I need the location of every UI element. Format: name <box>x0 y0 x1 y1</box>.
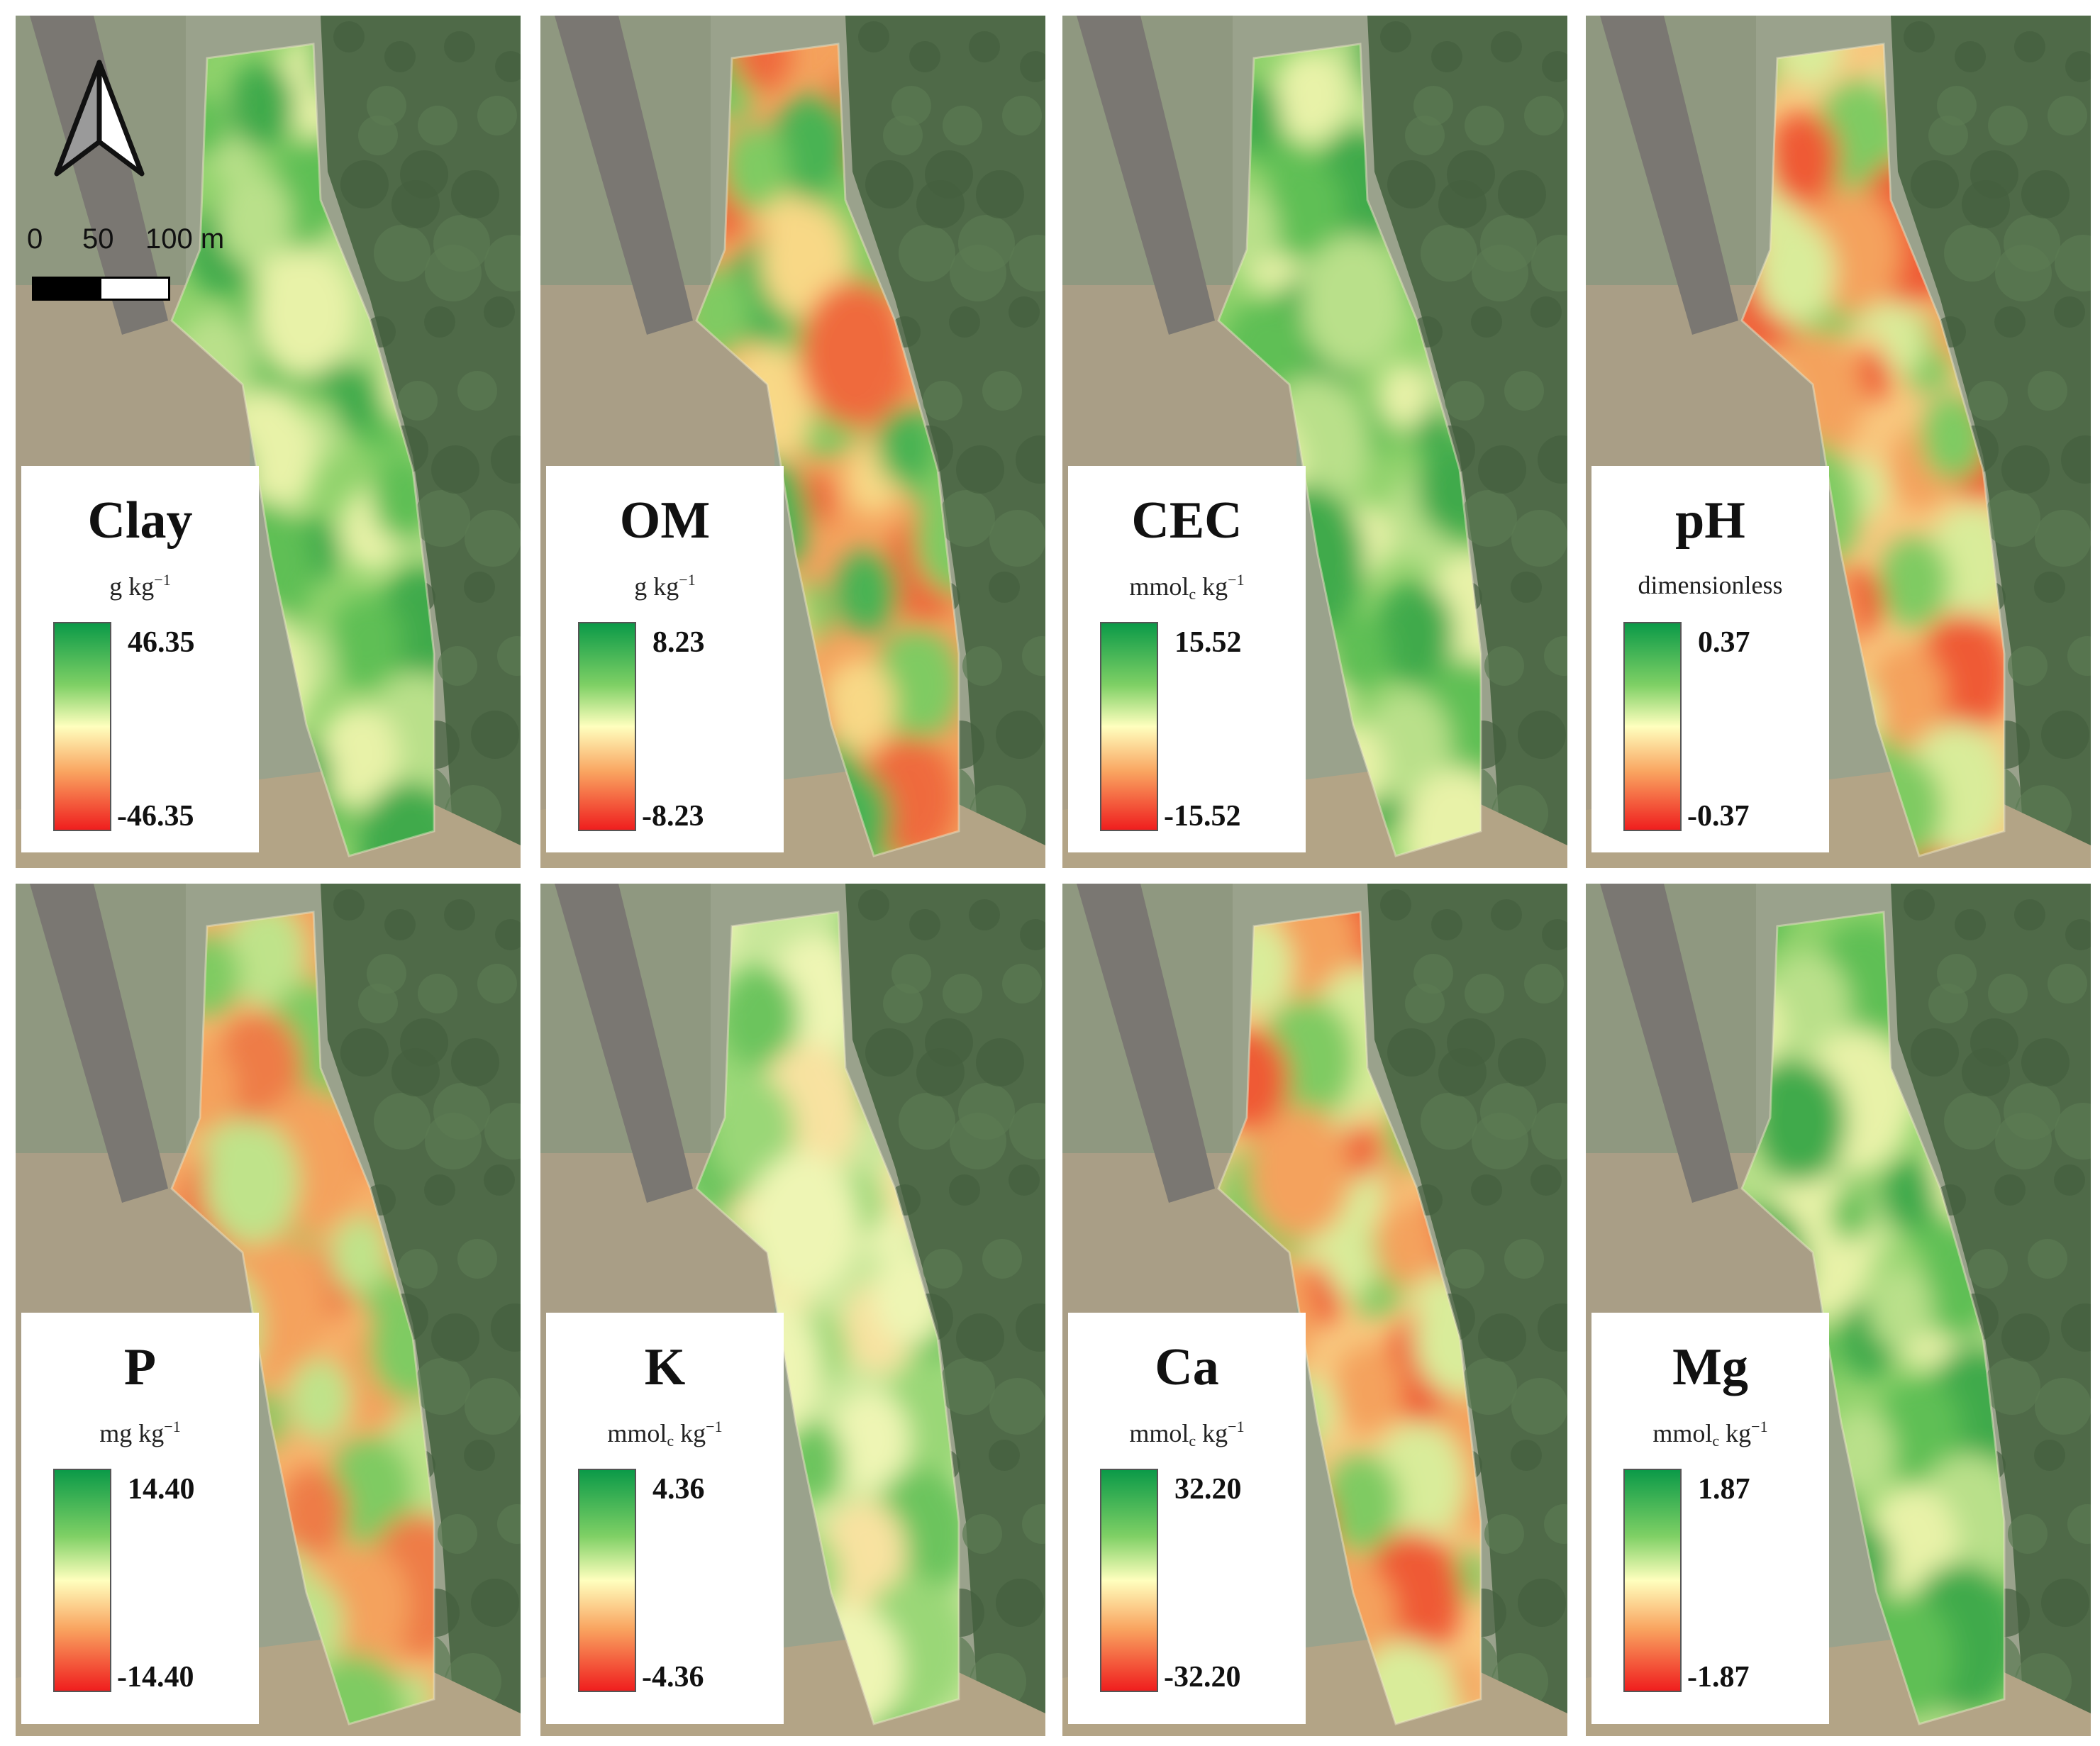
legend-max-value: 4.36 <box>652 1473 705 1506</box>
field-boundary <box>170 911 435 1725</box>
legend-title: Ca <box>1155 1338 1219 1396</box>
legend-ca: Ca mmolc kg−1 32.20 -32.20 <box>1068 1313 1306 1724</box>
legend-max-value: 0.37 <box>1698 626 1750 659</box>
field-boundary <box>695 43 960 857</box>
scale-bar-black-segment <box>34 279 101 299</box>
legend-color-ramp <box>1623 622 1682 831</box>
legend-min-value: -4.36 <box>642 1661 704 1694</box>
legend-title: Clay <box>87 491 193 550</box>
field-boundary <box>1740 911 2006 1725</box>
legend-clay: Clay g kg−1 46.35 -46.35 <box>21 466 259 852</box>
map-panel-ph: pH dimensionless 0.37 -0.37 <box>1586 16 2091 868</box>
legend-cec: CEC mmolc kg−1 15.52 -15.52 <box>1068 466 1306 852</box>
map-panel-om: OM g kg−1 8.23 -8.23 <box>540 16 1045 868</box>
field-boundary <box>1217 911 1482 1725</box>
legend-unit: mmolc kg−1 <box>1129 571 1245 603</box>
legend-max-value: 15.52 <box>1174 626 1242 659</box>
legend-min-value: -8.23 <box>642 800 704 833</box>
map-panel-clay: Clay g kg−1 46.35 -46.35 <box>16 16 521 868</box>
legend-color-ramp <box>1623 1469 1682 1692</box>
legend-max-value: 46.35 <box>128 626 195 659</box>
legend-color-ramp <box>53 1469 111 1692</box>
legend-min-value: -32.20 <box>1164 1661 1241 1694</box>
field-boundary <box>1740 43 2006 857</box>
field-boundary <box>1217 43 1482 857</box>
runway <box>1600 16 1738 335</box>
scale-bar-labels: 0 50 100 m <box>21 223 255 259</box>
legend-unit: mmolc kg−1 <box>1652 1418 1768 1450</box>
scale-label-50: 50 <box>82 223 114 255</box>
legend-unit: mg kg−1 <box>99 1418 181 1447</box>
runway <box>1077 16 1215 335</box>
scale-label-0: 0 <box>27 223 43 255</box>
legend-title: OM <box>619 491 711 550</box>
legend-color-ramp <box>578 1469 636 1692</box>
legend-min-value: -1.87 <box>1687 1661 1750 1694</box>
legend-unit: g kg−1 <box>109 571 171 601</box>
legend-color-ramp <box>53 622 111 831</box>
legend-ph: pH dimensionless 0.37 -0.37 <box>1591 466 1829 852</box>
legend-mg: Mg mmolc kg−1 1.87 -1.87 <box>1591 1313 1829 1724</box>
runway <box>555 16 693 335</box>
legend-min-value: -14.40 <box>117 1661 194 1694</box>
legend-max-value: 1.87 <box>1698 1473 1750 1506</box>
legend-unit: dimensionless <box>1638 571 1783 599</box>
legend-title: CEC <box>1131 491 1243 550</box>
field-boundary <box>695 911 960 1725</box>
legend-color-ramp <box>1100 622 1158 831</box>
legend-unit: mmolc kg−1 <box>1129 1418 1245 1450</box>
map-panel-ca: Ca mmolc kg−1 32.20 -32.20 <box>1062 884 1567 1736</box>
runway <box>30 16 168 335</box>
runway <box>555 884 693 1203</box>
map-panel-cec: CEC mmolc kg−1 15.52 -15.52 <box>1062 16 1567 868</box>
legend-color-ramp <box>1100 1469 1158 1692</box>
scale-bar <box>32 277 170 301</box>
legend-unit: mmolc kg−1 <box>607 1418 723 1450</box>
legend-title: pH <box>1675 491 1745 550</box>
legend-color-ramp <box>578 622 636 831</box>
legend-title: K <box>644 1338 686 1396</box>
legend-om: OM g kg−1 8.23 -8.23 <box>546 466 784 852</box>
north-arrow-icon <box>50 57 149 181</box>
legend-min-value: -46.35 <box>117 800 194 833</box>
legend-min-value: -0.37 <box>1687 800 1750 833</box>
runway <box>1077 884 1215 1203</box>
legend-max-value: 8.23 <box>652 626 705 659</box>
legend-title: Mg <box>1672 1338 1748 1396</box>
runway <box>1600 884 1738 1203</box>
runway <box>30 884 168 1203</box>
legend-max-value: 14.40 <box>128 1473 195 1506</box>
legend-unit: g kg−1 <box>634 571 696 601</box>
field-boundary <box>170 43 435 857</box>
legend-max-value: 32.20 <box>1174 1473 1242 1506</box>
map-panel-mg: Mg mmolc kg−1 1.87 -1.87 <box>1586 884 2091 1736</box>
legend-title: P <box>123 1338 157 1396</box>
scale-label-100: 100 m <box>145 223 225 255</box>
legend-min-value: -15.52 <box>1164 800 1241 833</box>
